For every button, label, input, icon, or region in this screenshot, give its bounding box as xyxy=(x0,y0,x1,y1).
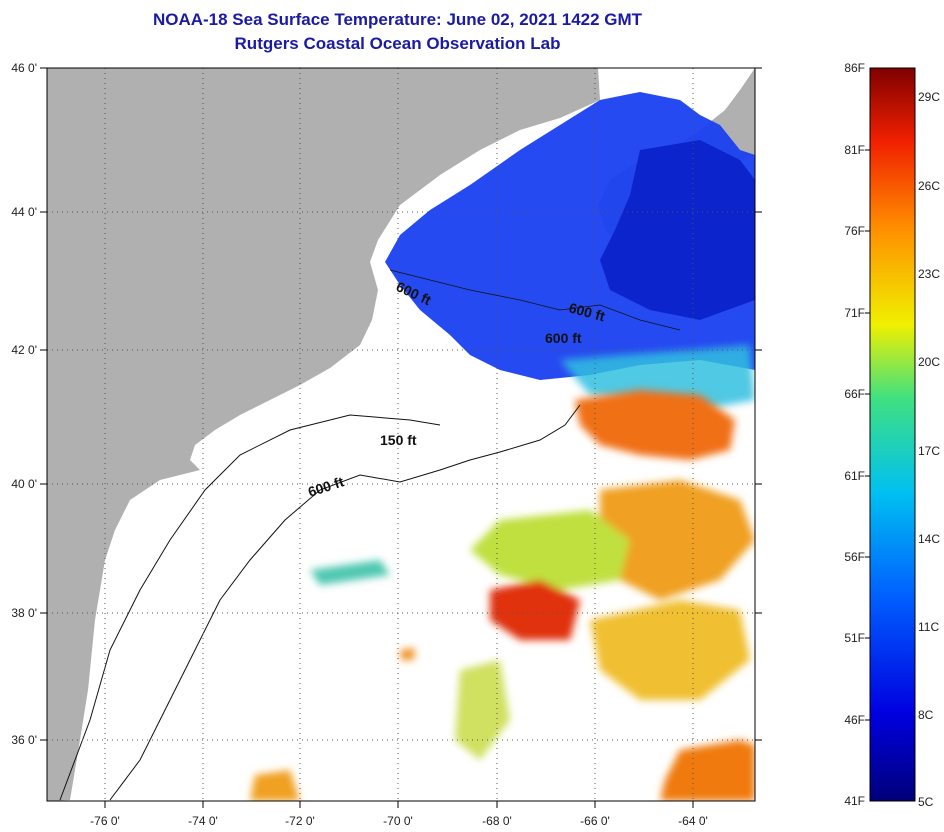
colorbar-c-label: 26C xyxy=(918,179,940,193)
colorbar-c-label: 14C xyxy=(918,532,940,546)
map-title: NOAA-18 Sea Surface Temperature: June 02… xyxy=(152,10,643,29)
colorbar xyxy=(869,67,916,802)
lat-label: 38 0' xyxy=(11,606,37,620)
lat-label: 46 0' xyxy=(11,61,37,75)
colorbar-c-label: 8C xyxy=(918,708,934,722)
warm-water xyxy=(250,390,755,801)
map-subtitle: Rutgers Coastal Ocean Observation Lab xyxy=(234,34,561,53)
colorbar-c-label: 23C xyxy=(918,267,940,281)
land-mass xyxy=(47,68,600,801)
colorbar-f-label: 56F xyxy=(844,550,865,564)
colorbar-ticks xyxy=(865,149,870,721)
colorbar-f-label: 76F xyxy=(844,224,865,238)
colorbar-f-label: 71F xyxy=(844,306,865,320)
cold-water-deep xyxy=(600,140,755,320)
colorbar-c-label: 5C xyxy=(918,795,934,809)
colorbar-f-label: 81F xyxy=(844,143,865,157)
lon-label: -66 0' xyxy=(580,814,610,828)
lon-label: -70 0' xyxy=(383,814,413,828)
colorbar-c-label: 11C xyxy=(918,620,939,634)
colorbar-f-label: 66F xyxy=(844,387,865,401)
colorbar-c-label: 20C xyxy=(918,355,940,369)
lat-tick-marks xyxy=(40,67,762,741)
contour-label: 600 ft xyxy=(545,330,582,346)
colorbar-f-label: 41F xyxy=(844,794,865,808)
contour-150ft xyxy=(59,414,441,801)
colorbar-f-label: 86F xyxy=(844,61,865,75)
colorbar-c-label: 29C xyxy=(918,90,940,104)
cool-band xyxy=(560,345,755,410)
contour-600ft xyxy=(109,404,581,801)
map-frame xyxy=(46,67,756,802)
colorbar-c-label: 17C xyxy=(918,444,940,458)
lon-label: -74 0' xyxy=(188,814,218,828)
lon-label: -68 0' xyxy=(482,814,512,828)
cape-cod xyxy=(380,330,440,430)
lon-label: -76 0' xyxy=(90,814,120,828)
lat-label: 42 0' xyxy=(11,343,37,357)
contour-label: 150 ft xyxy=(380,432,417,448)
colorbar-f-label: 61F xyxy=(844,469,865,483)
lon-label: -64 0' xyxy=(678,814,708,828)
lat-label: 36 0' xyxy=(11,733,37,747)
contour-600ft-gom xyxy=(389,269,681,331)
lon-label: -72 0' xyxy=(285,814,315,828)
lat-label: 40 0' xyxy=(11,477,37,491)
lon-tick-marks xyxy=(104,801,694,808)
graticule xyxy=(47,68,755,801)
colorbar-f-label: 51F xyxy=(844,631,865,645)
lat-label: 44 0' xyxy=(11,205,37,219)
colorbar-f-label: 46F xyxy=(844,713,865,727)
